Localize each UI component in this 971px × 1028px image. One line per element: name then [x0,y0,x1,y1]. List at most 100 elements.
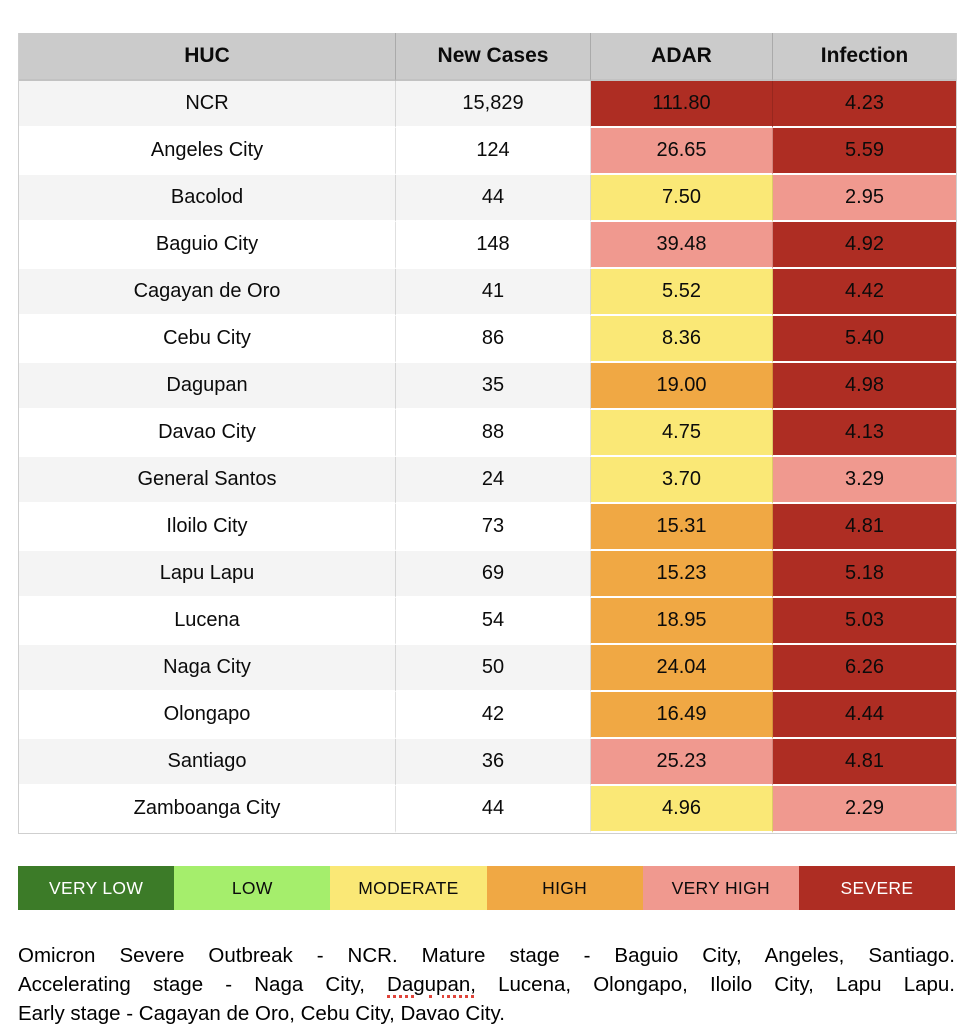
huc-cell: Baguio City [19,222,396,269]
table-row: Angeles City 124 26.65 5.59 [19,128,956,175]
adar-cell: 5.52 [591,269,773,316]
new-cases-cell: 36 [396,739,591,786]
infection-cell: 2.29 [773,786,956,833]
adar-cell: 19.00 [591,363,773,410]
table-row: Baguio City 148 39.48 4.92 [19,222,956,269]
infection-cell: 2.95 [773,175,956,222]
adar-cell: 111.80 [591,81,773,128]
new-cases-cell: 41 [396,269,591,316]
infection-cell: 6.26 [773,645,956,692]
new-cases-cell: 44 [396,175,591,222]
new-cases-cell: 50 [396,645,591,692]
new-cases-cell: 42 [396,692,591,739]
new-cases-cell: 44 [396,786,591,833]
adar-cell: 26.65 [591,128,773,175]
legend-item-high: HIGH [486,866,643,910]
huc-cell: Lapu Lapu [19,551,396,598]
summary-line: Early stage - Cagayan de Oro, Cebu City,… [18,999,955,1028]
huc-cell: Zamboanga City [19,786,396,833]
table-row: Santiago 36 25.23 4.81 [19,739,956,786]
table-row: Cebu City 86 8.36 5.40 [19,316,956,363]
new-cases-cell: 88 [396,410,591,457]
new-cases-cell: 24 [396,457,591,504]
huc-cell: Dagupan [19,363,396,410]
huc-cell: Iloilo City [19,504,396,551]
infection-cell: 4.42 [773,269,956,316]
table-row: Olongapo 42 16.49 4.44 [19,692,956,739]
adar-cell: 15.31 [591,504,773,551]
huc-cell: Olongapo [19,692,396,739]
new-cases-cell: 73 [396,504,591,551]
adar-cell: 15.23 [591,551,773,598]
huc-status-table: HUC New Cases ADAR Infection NCR 15,829 … [18,33,957,834]
new-cases-cell: 15,829 [396,81,591,128]
table-row: Lucena 54 18.95 5.03 [19,598,956,645]
infection-cell: 5.59 [773,128,956,175]
summary-segment: Accelerating stage - Naga City, [18,973,388,996]
new-cases-cell: 86 [396,316,591,363]
table-row: Zamboanga City 44 4.96 2.29 [19,786,956,833]
legend-item-low: LOW [174,866,331,910]
adar-cell: 8.36 [591,316,773,363]
legend-item-moderate: MODERATE [330,866,487,910]
table-row: General Santos 24 3.70 3.29 [19,457,956,504]
summary-line: Omicron Severe Outbreak - NCR. Mature st… [18,941,955,970]
infection-cell: 4.13 [773,410,956,457]
infection-cell: 3.29 [773,457,956,504]
infection-cell: 4.81 [773,739,956,786]
adar-cell: 3.70 [591,457,773,504]
summary-segment: Lucena, Olongapo, Iloilo City, Lapu Lapu… [475,973,955,996]
new-cases-cell: 35 [396,363,591,410]
huc-cell: Cebu City [19,316,396,363]
table-row: Lapu Lapu 69 15.23 5.18 [19,551,956,598]
adar-cell: 24.04 [591,645,773,692]
risk-legend: VERY LOW LOW MODERATE HIGH VERY HIGH SEVERE [18,866,956,910]
legend-item-very-high: VERY HIGH [642,866,799,910]
huc-cell: Santiago [19,739,396,786]
table-row: Davao City 88 4.75 4.13 [19,410,956,457]
huc-cell: Cagayan de Oro [19,269,396,316]
column-header-adar: ADAR [591,33,773,81]
table-row: Dagupan 35 19.00 4.98 [19,363,956,410]
new-cases-cell: 54 [396,598,591,645]
table-row: NCR 15,829 111.80 4.23 [19,81,956,128]
table-row: Iloilo City 73 15.31 4.81 [19,504,956,551]
adar-cell: 25.23 [591,739,773,786]
infection-cell: 4.81 [773,504,956,551]
column-header-infection: Infection [773,33,956,81]
huc-cell: NCR [19,81,396,128]
huc-cell: Angeles City [19,128,396,175]
adar-cell: 4.75 [591,410,773,457]
infection-cell: 5.03 [773,598,956,645]
adar-cell: 16.49 [591,692,773,739]
adar-cell: 4.96 [591,786,773,833]
adar-cell: 7.50 [591,175,773,222]
legend-item-very-low: VERY LOW [18,866,175,910]
table-row: Bacolod 44 7.50 2.95 [19,175,956,222]
huc-cell: Bacolod [19,175,396,222]
infection-cell: 4.23 [773,81,956,128]
huc-cell: Davao City [19,410,396,457]
column-header-huc: HUC [19,33,396,81]
column-header-new-cases: New Cases [396,33,591,81]
summary-line: Accelerating stage - Naga City, Dagupan,… [18,970,955,999]
adar-cell: 18.95 [591,598,773,645]
new-cases-cell: 69 [396,551,591,598]
infection-cell: 4.98 [773,363,956,410]
huc-cell: Lucena [19,598,396,645]
new-cases-cell: 148 [396,222,591,269]
infection-cell: 4.92 [773,222,956,269]
infection-cell: 5.18 [773,551,956,598]
report-page: HUC New Cases ADAR Infection NCR 15,829 … [18,33,957,1025]
huc-cell: Naga City [19,645,396,692]
huc-cell: General Santos [19,457,396,504]
infection-cell: 4.44 [773,692,956,739]
new-cases-cell: 124 [396,128,591,175]
summary-segment: Early stage - Cagayan de Oro, Cebu City,… [18,1002,505,1025]
infection-cell: 5.40 [773,316,956,363]
summary-text: Omicron Severe Outbreak - NCR. Mature st… [18,941,955,1028]
header-row: HUC New Cases ADAR Infection [19,33,956,81]
summary-segment: Omicron Severe Outbreak - NCR. Mature st… [18,944,955,967]
legend-item-severe: SEVERE [798,866,956,910]
misspelled-word: Dagupan, [387,973,476,996]
